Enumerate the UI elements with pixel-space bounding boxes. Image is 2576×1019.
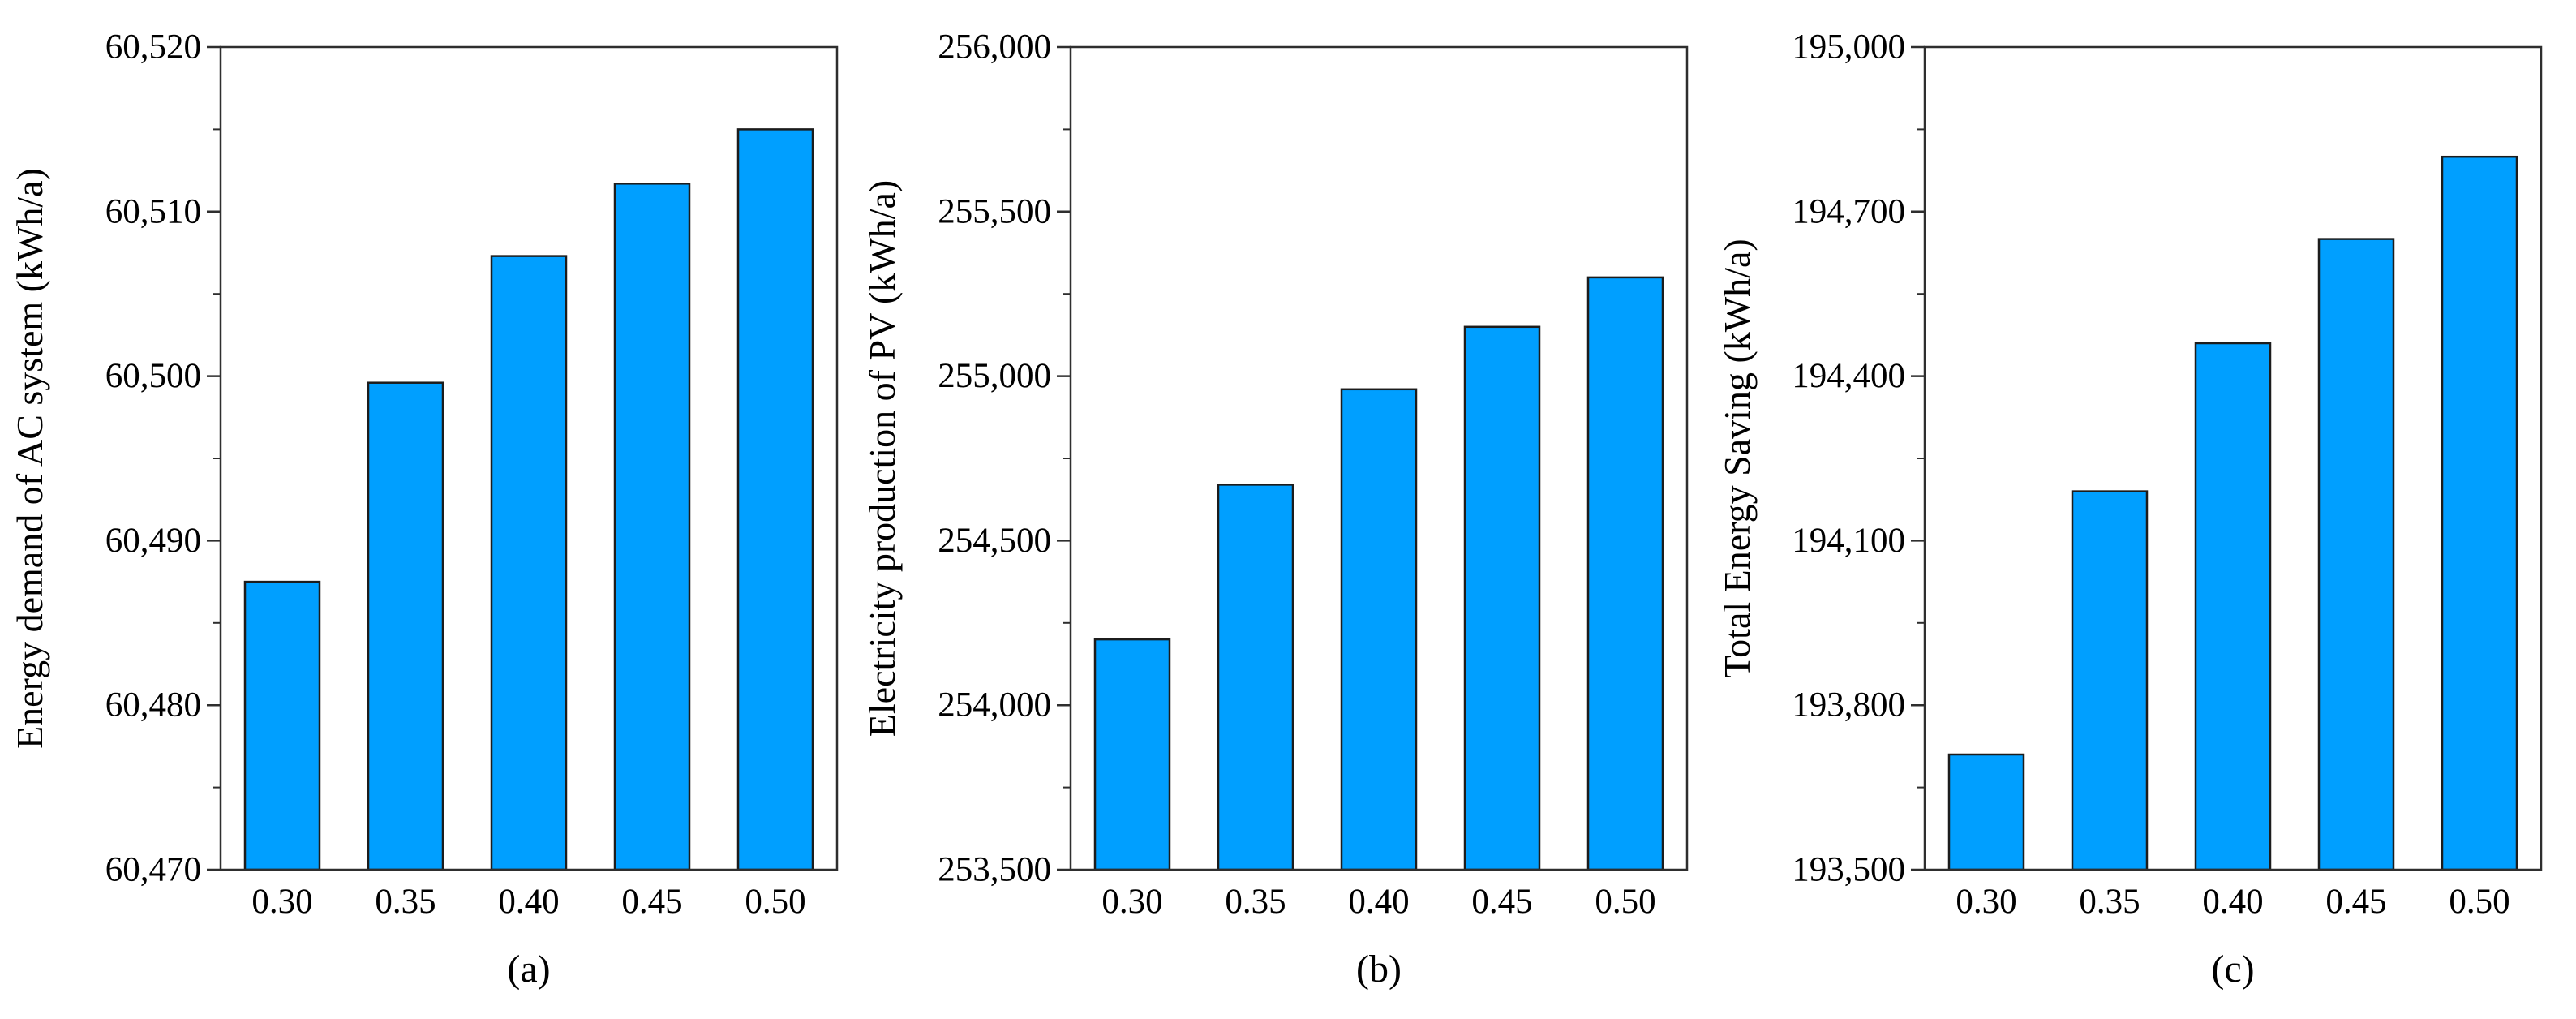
bar-0.50 [2441,155,2518,871]
y-tick-label: 193,500 [1792,851,1905,889]
y-tick-label: 255,000 [938,357,1051,395]
chart-c-canvas: 193,500 193,800 194,100 194,400 194,700 195,0… [1717,28,2543,991]
y-tick-label: 254,500 [938,522,1051,560]
y-tick-label: 60,520 [105,28,201,67]
y-tick-label: 60,500 [105,357,201,395]
y-tick-label: 255,500 [938,192,1051,230]
y-tick-label: 60,510 [105,192,201,230]
bar-0.40 [2194,342,2272,871]
panel-caption: (b) [1356,948,1402,991]
y-tick-label: 194,700 [1792,192,1905,230]
bar-0.40 [490,255,568,871]
y-tick-label: 193,800 [1792,686,1905,724]
bar-0.30 [1947,753,2025,871]
x-tick-label: 0.50 [745,883,805,921]
x-tick-label: 0.35 [375,883,436,921]
bar-0.50 [1586,276,1664,871]
x-tick-label: 0.45 [1471,883,1532,921]
x-tick-label: 0.40 [2202,883,2263,921]
x-tick-label: 0.45 [2325,883,2386,921]
bar-0.45 [613,183,691,871]
bar-0.45 [2317,238,2395,871]
bar-0.30 [243,580,321,871]
x-tick-label: 0.35 [1225,883,1286,921]
x-tick-label: 0.35 [2079,883,2140,921]
x-tick-label: 0.45 [621,883,682,921]
y-tick-label: 254,000 [938,686,1051,724]
y-tick-label: 194,100 [1792,522,1905,560]
y-tick-label: 60,470 [105,851,201,889]
x-tick-label: 0.40 [498,883,559,921]
x-tick-label: 0.30 [251,883,312,921]
chart-b: 253,500 254,000 254,500 255,000 255,500 256,0… [859,0,1718,1019]
bar-0.30 [1093,638,1171,871]
x-tick-label: 0.40 [1348,883,1409,921]
chart-c: 193,500 193,800 194,100 194,400 194,700 195,0… [1717,0,2576,1019]
y-tick-label: 195,000 [1792,28,1905,67]
y-tick-label: 60,490 [105,522,201,560]
panel-caption: (a) [507,948,550,991]
y-tick-label: 253,500 [938,851,1051,889]
y-axis-title: Electricity production of PV (kWh/a) [861,180,903,737]
bar-0.50 [736,128,814,871]
y-tick-label: 60,480 [105,686,201,724]
bar-0.35 [2071,490,2149,871]
y-tick-label: 194,400 [1792,357,1905,395]
chart-b-canvas: 253,500 254,000 254,500 255,000 255,500 256,0… [861,28,1689,991]
x-tick-label: 0.30 [1956,883,2016,921]
x-tick-label: 0.50 [1595,883,1655,921]
y-axis-title: Energy demand of AC system (kWh/a) [9,168,50,749]
panel-caption: (c) [2211,948,2254,991]
bar-0.40 [1340,388,1418,871]
chart-a-canvas: 60,470 60,480 60,490 60,500 60,510 60,520 0.30… [9,28,839,991]
chart-a: 60,470 60,480 60,490 60,500 60,510 60,520 0.30… [0,0,859,1019]
bar-0.35 [1217,484,1294,871]
y-axis-title: Total Energy Saving (kWh/a) [1717,239,1758,677]
bar-0.45 [1463,325,1541,871]
bar-0.35 [367,381,444,871]
y-tick-label: 256,000 [938,28,1051,67]
x-tick-label: 0.50 [2449,883,2509,921]
x-tick-label: 0.30 [1101,883,1162,921]
